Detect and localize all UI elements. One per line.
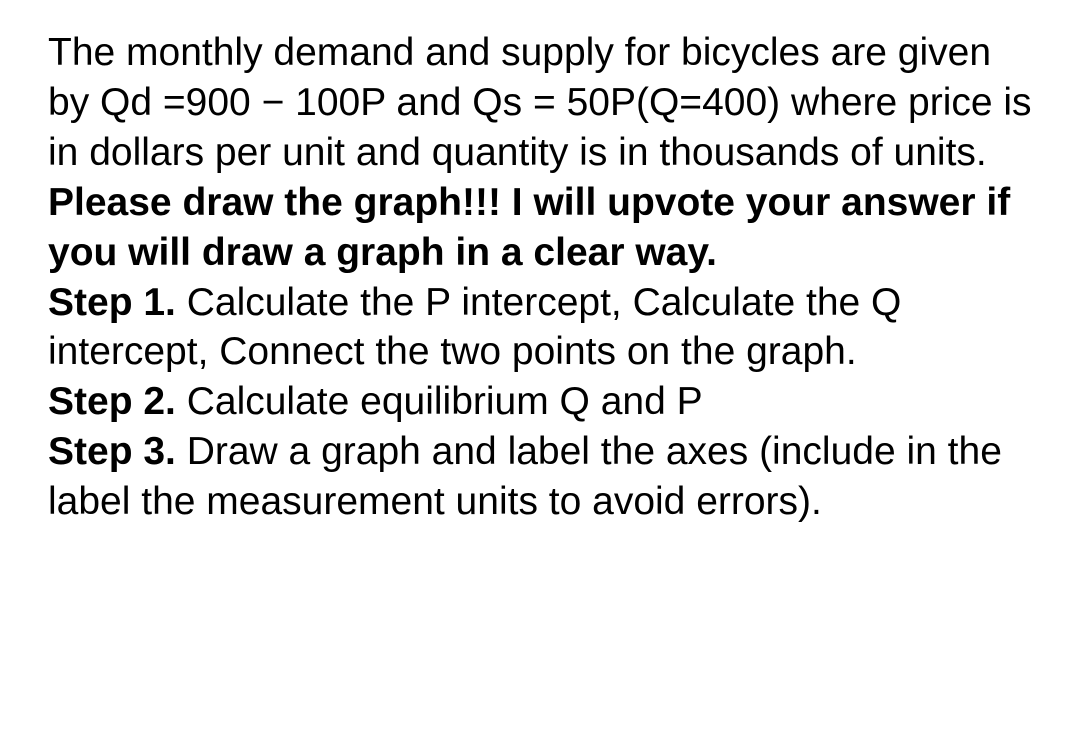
intro-text: The monthly demand and supply for bicycl… — [48, 31, 1032, 174]
step2-label: Step 2. — [48, 380, 176, 423]
step1-label: Step 1. — [48, 281, 176, 324]
step1-text: Calculate the P intercept, Calculate the… — [48, 281, 901, 374]
emphasis-text: Please draw the graph!!! I will upvote y… — [48, 181, 1010, 274]
step3-text: Draw a graph and label the axes (include… — [48, 430, 1002, 523]
step2-text: Calculate equilibrium Q and P — [176, 380, 703, 423]
question-text-block: The monthly demand and supply for bicycl… — [48, 28, 1032, 527]
step3-label: Step 3. — [48, 430, 176, 473]
